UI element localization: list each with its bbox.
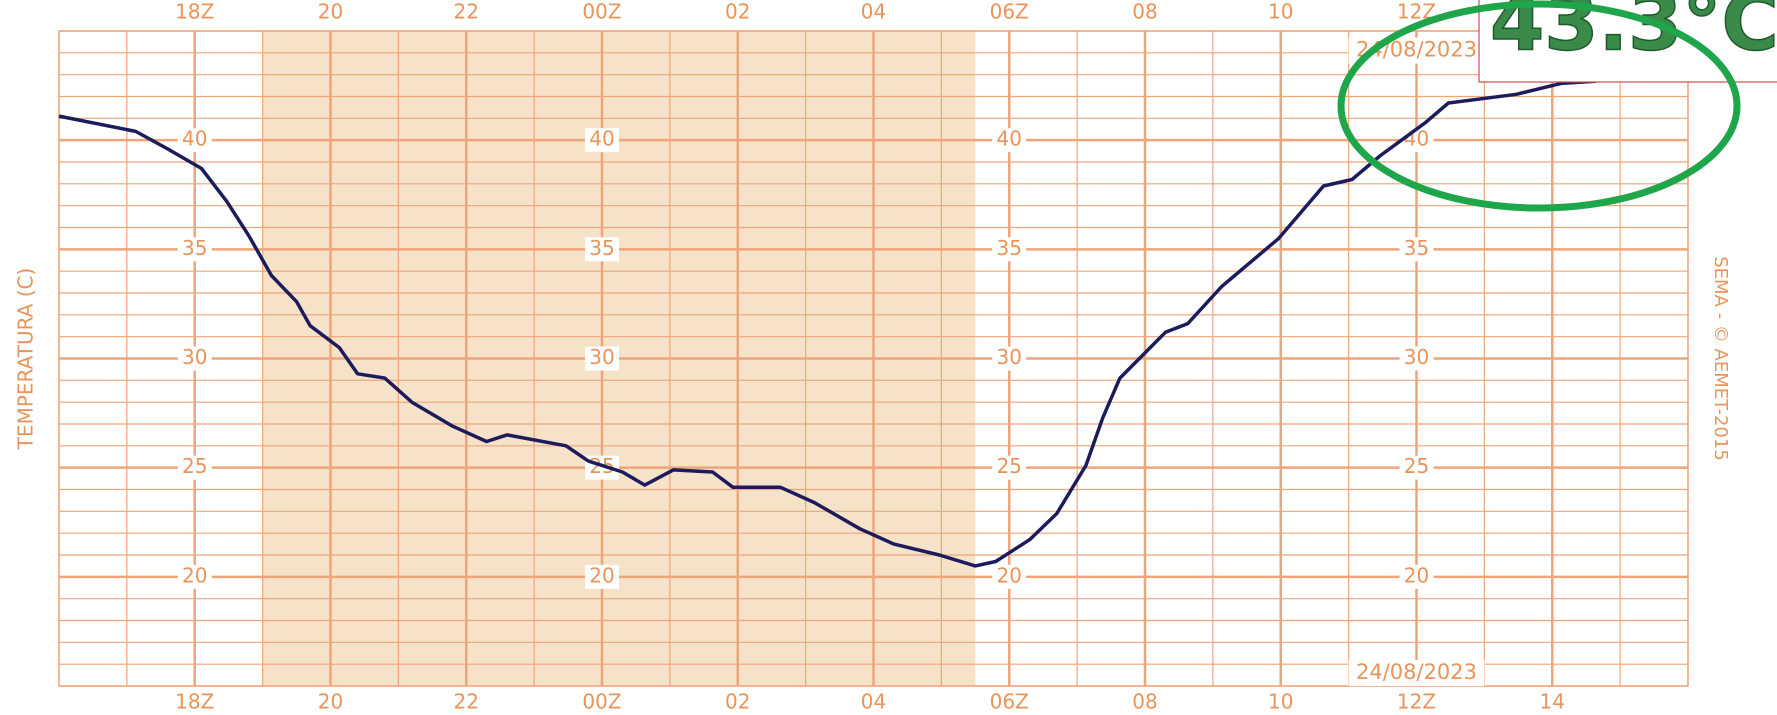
x-tick-label: 20 bbox=[318, 690, 343, 714]
label-bg bbox=[177, 128, 212, 153]
x-tick-label: 08 bbox=[1132, 690, 1157, 714]
label-bg bbox=[177, 455, 212, 480]
y-tick-label: 25 bbox=[182, 454, 207, 478]
x-tick-label: 18Z bbox=[175, 690, 214, 714]
label-bg bbox=[585, 128, 619, 153]
label-bg bbox=[585, 346, 619, 371]
y-tick-label: 30 bbox=[1404, 345, 1429, 369]
highlight-ellipse bbox=[1337, 0, 1741, 212]
y-axis-label: TEMPERATURA (C) bbox=[14, 268, 38, 451]
x-tick-label: 06Z bbox=[990, 0, 1029, 24]
date-annotation: 24/08/2023 bbox=[1356, 660, 1477, 684]
y-tick-label: 30 bbox=[589, 345, 614, 369]
x-tick-label: 04 bbox=[861, 690, 886, 714]
y-tick-label: 40 bbox=[182, 127, 207, 151]
label-bg bbox=[1348, 659, 1485, 686]
label-bg bbox=[585, 237, 619, 262]
y-tick-label: 40 bbox=[589, 127, 614, 151]
y-tick-label: 35 bbox=[1404, 236, 1429, 260]
label-bg bbox=[992, 564, 1027, 589]
label-bg bbox=[1399, 237, 1434, 262]
y-tick-label: 40 bbox=[997, 127, 1022, 151]
label-bg bbox=[585, 564, 619, 589]
label-bg bbox=[1399, 128, 1434, 153]
x-tick-label: 22 bbox=[454, 690, 479, 714]
x-tick-label: 20 bbox=[318, 0, 343, 24]
y-tick-label: 30 bbox=[182, 345, 207, 369]
y-tick-label: 35 bbox=[182, 236, 207, 260]
side-label: SEMA - © AEMET-2015 bbox=[1710, 256, 1731, 461]
x-tick-label: 18Z bbox=[175, 0, 214, 24]
label-bg bbox=[1399, 455, 1434, 480]
x-tick-label: 12Z bbox=[1397, 0, 1436, 24]
x-tick-label: 22 bbox=[454, 0, 479, 24]
x-tick-label: 10 bbox=[1268, 0, 1293, 24]
x-tick-label: 10 bbox=[1268, 690, 1293, 714]
label-bg bbox=[992, 346, 1027, 371]
y-tick-label: 35 bbox=[997, 236, 1022, 260]
x-tick-label: 00Z bbox=[582, 0, 621, 24]
x-tick-label: 00Z bbox=[582, 690, 621, 714]
y-tick-label: 35 bbox=[589, 236, 614, 260]
y-tick-label: 20 bbox=[182, 563, 207, 587]
y-tick-label: 25 bbox=[1404, 454, 1429, 478]
label-bg bbox=[992, 455, 1027, 480]
x-tick-label: 14 bbox=[1540, 690, 1565, 714]
label-bg bbox=[992, 237, 1027, 262]
x-tick-label: 06Z bbox=[990, 690, 1029, 714]
x-tick-label: 08 bbox=[1132, 0, 1157, 24]
label-bg bbox=[177, 237, 212, 262]
x-tick-label: 02 bbox=[725, 690, 750, 714]
label-bg bbox=[1399, 346, 1434, 371]
label-bg bbox=[177, 564, 212, 589]
y-tick-label: 20 bbox=[997, 563, 1022, 587]
highlight-value: 43.3°C bbox=[1490, 0, 1777, 68]
label-bg bbox=[177, 346, 212, 371]
y-tick-label: 20 bbox=[1404, 563, 1429, 587]
y-tick-label: 30 bbox=[997, 345, 1022, 369]
label-bg bbox=[992, 128, 1027, 153]
y-tick-label: 25 bbox=[997, 454, 1022, 478]
x-tick-label: 12Z bbox=[1397, 690, 1436, 714]
temperature-line bbox=[58, 66, 1685, 568]
x-tick-label: 02 bbox=[725, 0, 750, 24]
y-tick-label: 20 bbox=[589, 563, 614, 587]
x-tick-label: 04 bbox=[861, 0, 886, 24]
label-bg bbox=[1399, 564, 1434, 589]
